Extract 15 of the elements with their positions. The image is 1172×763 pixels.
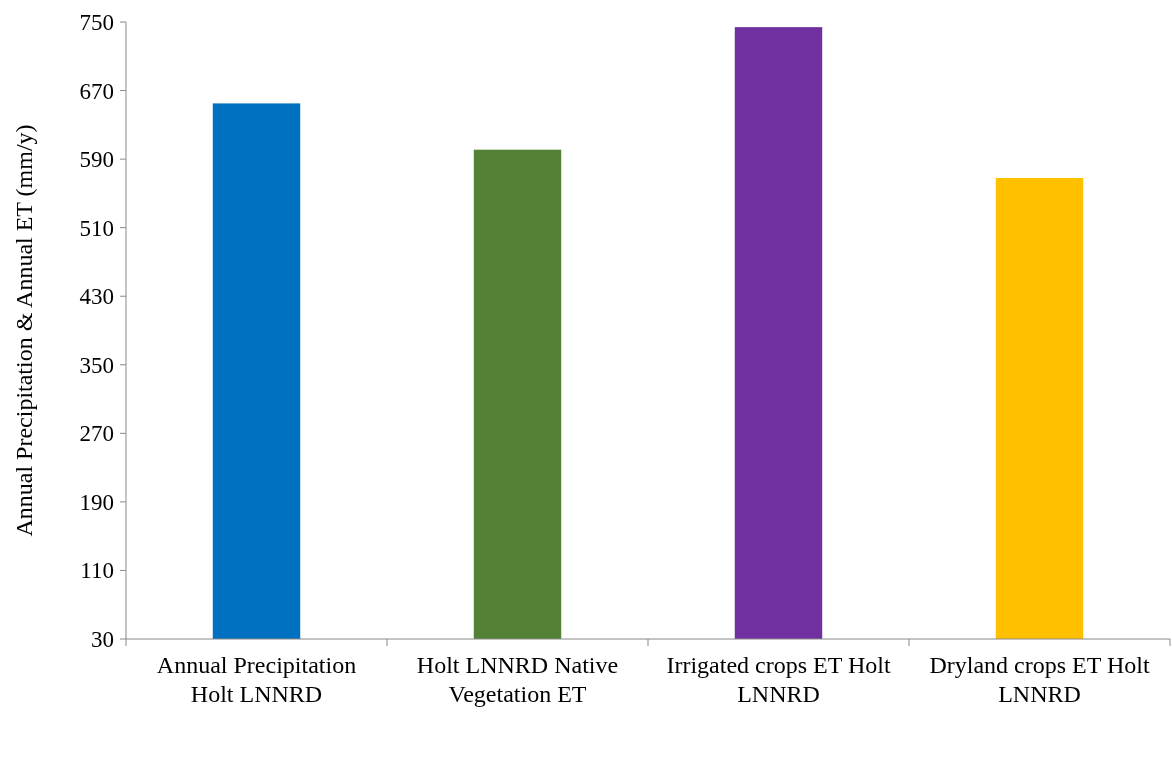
y-tick-label: 430 [79,284,114,310]
y-tick-label: 270 [79,421,114,447]
y-tick-label: 590 [79,147,114,173]
y-tick-label: 750 [79,10,114,36]
y-tick-label: 190 [79,489,114,515]
x-tick-label: Holt LNNRD Native Vegetation ET [416,652,619,707]
x-tick-label: Dryland crops ET Holt LNNRD [929,652,1150,707]
x-tick-label: Annual Precipitation Holt LNNRD [156,652,357,707]
y-tick-label: 350 [79,352,114,378]
y-tick-label: 110 [80,558,114,584]
y-tick-label: 30 [91,627,114,653]
x-tick-label: Irrigated crops ET Holt LNNRD [666,652,891,707]
y-tick-label: 670 [79,78,114,104]
y-axis-title: Annual Precipitation & Annual ET (mm/y) [11,124,37,537]
y-tick-label: 510 [79,215,114,241]
